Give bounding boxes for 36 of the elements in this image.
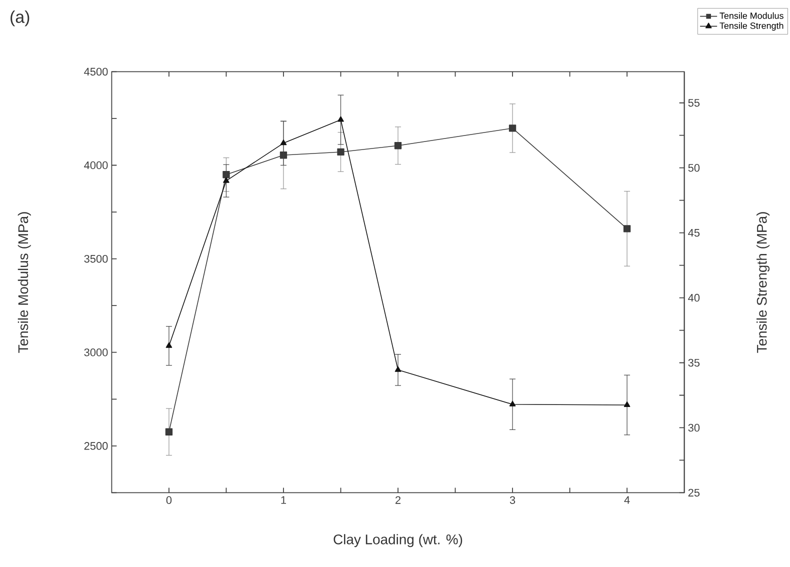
point xyxy=(509,400,516,406)
point xyxy=(166,342,172,348)
point xyxy=(223,177,230,183)
point xyxy=(337,148,344,156)
point xyxy=(280,140,287,146)
y2-axis-title: Tensile Strength (MPa) xyxy=(756,212,770,353)
x-tick-label: 1 xyxy=(281,496,286,504)
chart-title: (a) xyxy=(10,10,30,26)
y2-tick-label: 35 xyxy=(688,358,700,367)
y-tick-label: 3000 xyxy=(84,348,108,356)
x-axis-title: Clay Loading (wt. %) xyxy=(334,534,462,548)
y-tick-label: 4000 xyxy=(84,161,108,170)
point xyxy=(222,171,230,178)
point xyxy=(394,142,402,150)
x-tick-label: 3 xyxy=(510,496,516,504)
legend-label: Tensile Modulus xyxy=(720,12,784,19)
legend-label: Tensile Strength xyxy=(720,22,784,31)
x-tick-label: 4 xyxy=(624,496,630,504)
x-tick-label: 0 xyxy=(166,496,172,504)
x-tick-label: 2 xyxy=(396,496,400,504)
y-axis-title: Tensile Modulus (MPa) xyxy=(18,212,31,353)
y2-tick-label: 40 xyxy=(688,294,700,302)
y2-tick-label: 50 xyxy=(688,164,700,172)
point xyxy=(508,124,516,132)
y-tick-label: 4500 xyxy=(84,68,108,76)
point xyxy=(394,366,402,372)
y2-tick-label: 55 xyxy=(688,99,700,107)
y-tick-label: 3500 xyxy=(84,254,108,263)
y2-tick-label: 25 xyxy=(688,488,700,497)
y2-tick-label: 45 xyxy=(688,229,700,237)
point xyxy=(624,401,630,407)
y-tick-label: 2500 xyxy=(84,442,108,450)
point xyxy=(165,428,173,436)
point xyxy=(623,225,631,232)
point xyxy=(338,116,344,122)
y2-tick-label: 30 xyxy=(688,424,700,432)
